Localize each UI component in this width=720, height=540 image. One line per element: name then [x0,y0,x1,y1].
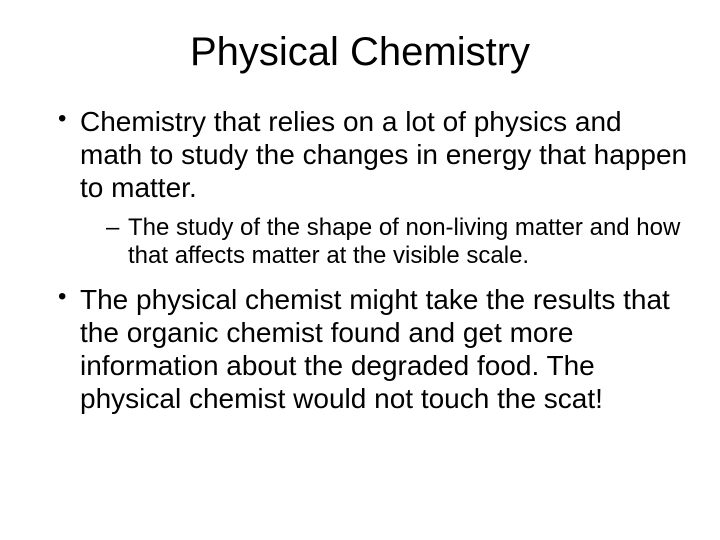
bullet-list: Chemistry that relies on a lot of physic… [30,105,690,415]
bullet-item: Chemistry that relies on a lot of physic… [58,105,690,271]
slide: Physical Chemistry Chemistry that relies… [0,0,720,540]
bullet-text: Chemistry that relies on a lot of physic… [80,106,687,203]
bullet-item: The physical chemist might take the resu… [58,283,690,415]
sub-bullet-list: The study of the shape of non-living mat… [80,214,690,271]
sub-bullet-text: The study of the shape of non-living mat… [128,214,680,269]
bullet-text: The physical chemist might take the resu… [80,284,670,414]
slide-title: Physical Chemistry [30,30,690,75]
sub-bullet-item: The study of the shape of non-living mat… [106,214,690,271]
